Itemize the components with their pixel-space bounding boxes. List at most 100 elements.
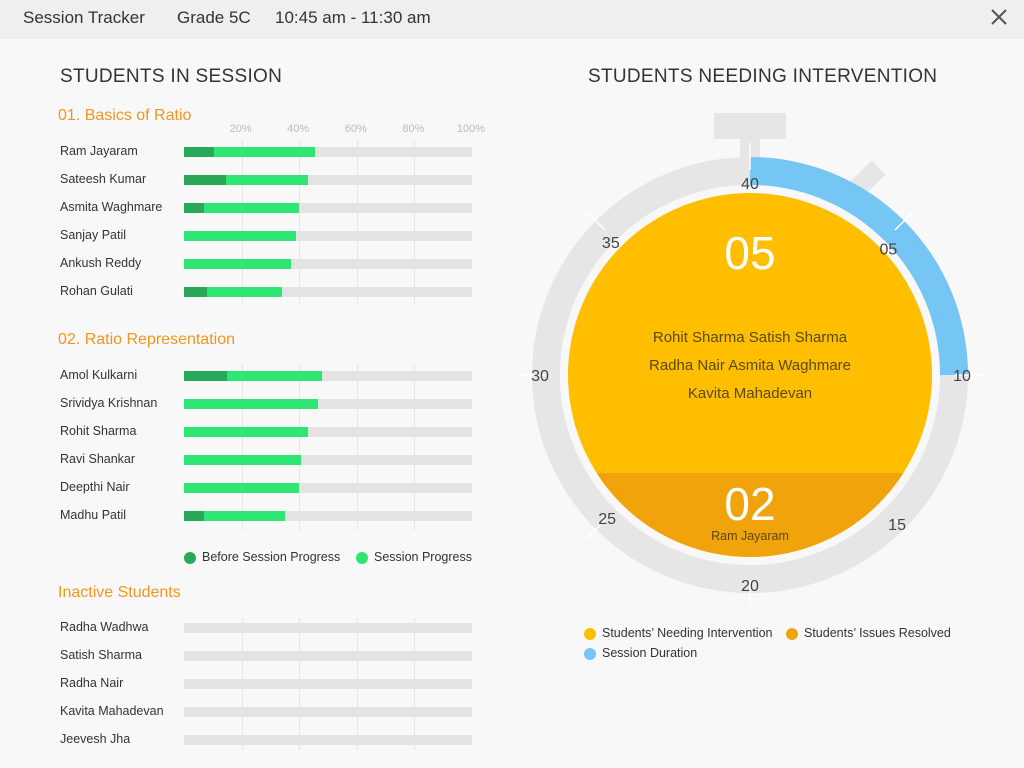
intervention-title: STUDENTS NEEDING INTERVENTION [588, 66, 938, 87]
student-row[interactable]: Ankush Reddy [60, 254, 480, 274]
legend-label: Before Session Progress [202, 550, 341, 564]
before-session-progress-bar [184, 175, 226, 185]
before-session-progress-bar [184, 511, 205, 521]
student-name: Radha Wadhwa [60, 620, 149, 634]
dial-tick [894, 519, 915, 540]
inactive-student-row[interactable]: Radha Nair [60, 674, 480, 694]
session-progress-bar [184, 455, 301, 465]
grid-line [299, 364, 301, 530]
top-bar: Session Tracker Grade 5C 10:45 am - 11:3… [0, 0, 1024, 38]
needing-intervention-face [568, 193, 932, 557]
student-row[interactable]: Ravi Shankar [60, 450, 480, 470]
grid-line [299, 140, 301, 305]
dial-tick-label: 30 [531, 368, 549, 385]
student-name: Asmita Waghmare [60, 200, 163, 214]
student-name: Kavita Mahadevan [60, 704, 164, 718]
dial-tick-label: 20 [741, 578, 759, 595]
student-name: Ankush Reddy [60, 256, 142, 270]
student-row[interactable]: Amol Kulkarni [60, 366, 480, 386]
session-progress-bar [184, 483, 300, 493]
progress-bar-track [184, 707, 472, 717]
topic-title: 01. Basics of Ratio [58, 107, 192, 124]
progress-bar-track [184, 679, 472, 689]
session-progress-bar [184, 371, 323, 381]
intervention-student-names: Rohit Sharma Satish Sharma [653, 329, 848, 346]
session-time: 10:45 am - 11:30 am [275, 8, 431, 27]
progress-bar-track [184, 147, 472, 157]
needing-intervention-count: 05 [724, 227, 775, 279]
dial-tick-label: 15 [888, 517, 906, 534]
session-progress-bar [184, 147, 316, 157]
student-row[interactable]: Rohan Gulati [60, 282, 480, 302]
student-row[interactable]: Sateesh Kumar [60, 170, 480, 190]
session-progress-bar [184, 399, 318, 409]
progress-bar-track [184, 511, 472, 521]
close-icon [991, 9, 1007, 25]
student-row[interactable]: Ram Jayaram [60, 142, 480, 162]
student-row[interactable]: Asmita Waghmare [60, 198, 480, 218]
progress-bar-track [184, 735, 472, 745]
inactive-students-title: Inactive Students [58, 584, 181, 601]
legend-label: Students’ Needing Intervention [602, 626, 773, 640]
session-progress-bar [184, 231, 297, 241]
progress-bar-track [184, 287, 472, 297]
progress-bar-track [184, 623, 472, 633]
student-row[interactable]: Srividya Krishnan [60, 394, 480, 414]
student-name: Rohan Gulati [60, 284, 133, 298]
student-row[interactable]: Sanjay Patil [60, 226, 480, 246]
student-row[interactable]: Rohit Sharma [60, 422, 480, 442]
intervention-student-names: Radha Nair Asmita Waghmare [649, 357, 851, 374]
grid-line [356, 140, 358, 305]
student-name: Jeevesh Jha [60, 732, 131, 746]
before-session-progress-bar [184, 147, 215, 157]
progress-bar-track [184, 175, 472, 185]
session-duration-arc [750, 157, 968, 375]
inactive-student-row[interactable]: Radha Wadhwa [60, 618, 480, 638]
legend-dot-icon [584, 648, 596, 660]
grid-line [414, 364, 416, 530]
stopwatch-crown-icon [714, 113, 786, 139]
student-name: Satish Sharma [60, 648, 142, 662]
grade-label: Grade 5C [177, 8, 251, 27]
student-name: Sanjay Patil [60, 228, 127, 242]
resolved-student-name: Ram Jayaram [711, 529, 789, 543]
axis-tick-label: 60% [344, 123, 367, 135]
student-row[interactable]: Madhu Patil [60, 506, 480, 526]
inactive-student-row[interactable]: Satish Sharma [60, 646, 480, 666]
legend-label: Students’ Issues Resolved [804, 626, 951, 640]
student-name: Amol Kulkarni [60, 368, 138, 382]
progress-bar-track [184, 455, 472, 465]
issues-resolved-count: 02 [724, 478, 775, 530]
grid-line [356, 364, 358, 530]
dial-tick-label: 35 [602, 235, 620, 252]
before-session-progress-bar [184, 287, 208, 297]
progress-bar-track [184, 651, 472, 661]
axis-tick-label: 80% [402, 123, 425, 135]
app-title: Session Tracker [23, 8, 145, 27]
dial-tick [585, 210, 606, 231]
inactive-student-row[interactable]: Jeevesh Jha [60, 730, 480, 750]
dial-tick [894, 210, 915, 231]
grid-line [414, 140, 416, 305]
session-progress-bar [184, 175, 308, 185]
progress-bar-track [184, 203, 472, 213]
legend-dot-icon [184, 552, 196, 564]
progress-bar-track [184, 399, 472, 409]
grid-line [241, 364, 243, 530]
session-timer-dial: 40 05 10 15 20 25 30 35 05 Rohit Sharma Satish Sh… [520, 113, 982, 605]
grid-line [241, 140, 243, 305]
progress-bar-track [184, 259, 472, 269]
before-session-progress-bar [184, 371, 228, 381]
student-row[interactable]: Deepthi Nair [60, 478, 480, 498]
inactive-student-row[interactable]: Kavita Mahadevan [60, 702, 480, 722]
legend-dot-icon [786, 628, 798, 640]
dial-tick-label: 10 [953, 368, 971, 385]
progress-bar-track [184, 427, 472, 437]
student-name: Rohit Sharma [60, 424, 137, 438]
session-progress-bar [184, 511, 285, 521]
close-button[interactable] [988, 6, 1010, 28]
before-session-progress-bar [184, 203, 205, 213]
dial-tick [585, 519, 606, 540]
axis-tick-label: 20% [229, 123, 252, 135]
progress-bar-track [184, 483, 472, 493]
